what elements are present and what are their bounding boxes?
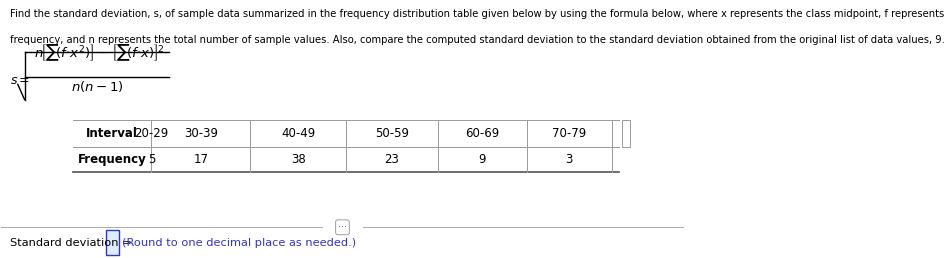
Text: 20-29: 20-29 xyxy=(134,127,169,140)
Text: 30-39: 30-39 xyxy=(184,127,218,140)
Text: 3: 3 xyxy=(565,153,573,166)
Text: ···: ··· xyxy=(338,222,347,232)
Text: frequency, and n represents the total number of sample values. Also, compare the: frequency, and n represents the total nu… xyxy=(9,35,944,45)
Bar xyxy=(107,230,119,255)
Text: Find the standard deviation, s, of sample data summarized in the frequency distr: Find the standard deviation, s, of sampl… xyxy=(9,9,944,19)
Text: 9: 9 xyxy=(479,153,486,166)
Text: 5: 5 xyxy=(148,153,155,166)
Text: $s=$: $s=$ xyxy=(9,74,30,87)
Text: 40-49: 40-49 xyxy=(281,127,315,140)
Text: 60-69: 60-69 xyxy=(465,127,499,140)
Text: 38: 38 xyxy=(291,153,306,166)
Text: 70-79: 70-79 xyxy=(552,127,586,140)
Text: Interval: Interval xyxy=(86,127,138,140)
Text: $n(n-1)$: $n(n-1)$ xyxy=(71,79,124,94)
Text: (Round to one decimal place as needed.): (Round to one decimal place as needed.) xyxy=(122,238,356,248)
Bar xyxy=(622,120,631,147)
Text: $n\!\left[\sum\!(f{\cdot}x^2)\right]-\left[\sum\!(f{\cdot}x)\right]^{\!2}$: $n\!\left[\sum\!(f{\cdot}x^2)\right]-\le… xyxy=(34,42,164,63)
Text: 17: 17 xyxy=(194,153,209,166)
Text: Frequency: Frequency xyxy=(77,153,146,166)
Text: 23: 23 xyxy=(384,153,399,166)
Text: 50-59: 50-59 xyxy=(375,127,409,140)
Text: Standard deviation =: Standard deviation = xyxy=(9,238,135,248)
